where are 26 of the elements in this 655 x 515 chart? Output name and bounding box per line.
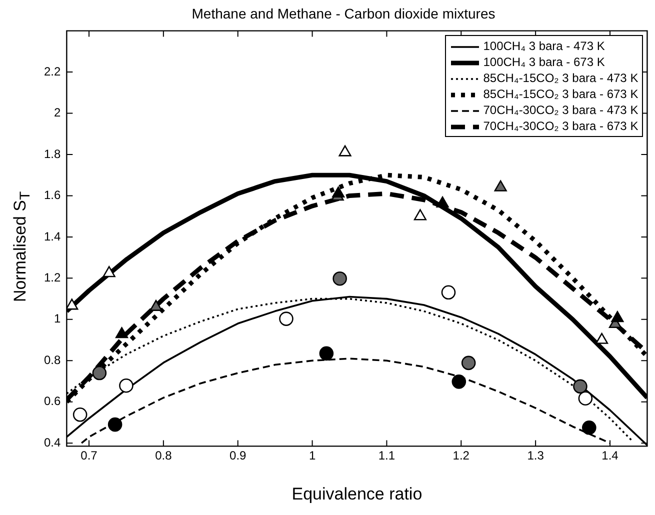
legend-label: 100CH₄ 3 bara - 673 K xyxy=(483,54,605,69)
y-tick-label: 0.4 xyxy=(44,435,61,450)
x-tick-label: 1.1 xyxy=(378,448,396,463)
legend-label: 70CH₄-30CO₂ 3 bara - 473 K xyxy=(483,102,638,117)
legend-label: 70CH₄-30CO₂ 3 bara - 673 K xyxy=(483,118,638,133)
legend-label: 85CH₄-15CO₂ 3 bara - 473 K xyxy=(483,70,638,85)
chart-title: Methane and Methane - Carbon dioxide mixtures xyxy=(192,5,496,22)
legend-label: 85CH₄-15CO₂ 3 bara - 673 K xyxy=(483,86,638,101)
y-tick-label: 1.2 xyxy=(44,270,61,284)
y-tick-label: 1.8 xyxy=(44,146,61,161)
y-tick-label: 2 xyxy=(54,106,61,120)
x-tick-label: 0.9 xyxy=(230,448,247,463)
y-tick-label: 1.6 xyxy=(44,188,61,202)
x-tick-label: 0.7 xyxy=(80,448,98,463)
legend-label: 100CH₄ 3 bara - 473 K xyxy=(483,38,605,53)
y-tick-label: 1.4 xyxy=(44,229,61,244)
y-tick-label: 0.8 xyxy=(44,352,61,367)
y-tick-label: 2.2 xyxy=(44,64,61,78)
x-tick-label: 1.3 xyxy=(527,448,544,463)
x-tick-label: 1 xyxy=(308,448,316,463)
x-tick-label: 1.4 xyxy=(602,448,619,463)
x-tick-label: 1.2 xyxy=(452,448,470,463)
x-axis-title: Equivalence ratio xyxy=(292,484,422,504)
y-tick-label: 1 xyxy=(54,312,61,326)
x-tick-label: 0.8 xyxy=(155,448,172,463)
y-tick-label: 0.6 xyxy=(44,394,61,408)
